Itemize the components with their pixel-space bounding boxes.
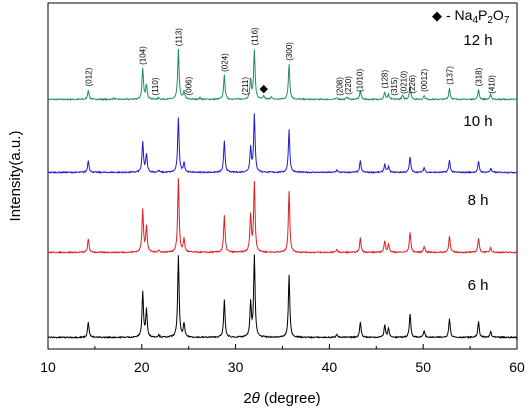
hkl-label: (300): [285, 42, 294, 61]
series-label: 10 h: [463, 113, 492, 130]
legend: ◆ - Na4P2O7: [432, 7, 510, 26]
hkl-label: (113): [174, 28, 183, 46]
impurity-marker: ◆: [260, 83, 269, 95]
hkl-label: (104): [139, 46, 148, 65]
plot-frame: [47, 2, 518, 350]
hkl-label: (226): [408, 75, 417, 94]
hkl-label: (220): [344, 76, 353, 95]
hkl-label: (0012): [420, 68, 429, 91]
x-tick-label: 30: [228, 359, 244, 375]
pattern-line-6h: [47, 254, 518, 340]
hkl-label: (128): [381, 69, 390, 88]
x-tick-label: 60: [509, 359, 525, 375]
hkl-label: (1010): [355, 69, 364, 92]
hkl-label: (211): [241, 77, 250, 95]
pattern-line-12h: [47, 48, 518, 102]
patterns: 12 h 10 h 8 h 6 h: [47, 32, 518, 340]
x-tick-label: 40: [322, 359, 338, 375]
legend-label: - Na4P2O7: [446, 7, 510, 26]
legend-marker: ◆: [432, 8, 442, 23]
hkl-label: (110): [151, 77, 160, 95]
x-tick-label: 50: [415, 359, 431, 375]
hkl-label: (0210): [400, 70, 409, 93]
hkl-label: (116): [250, 27, 259, 45]
hkl-label: (318): [475, 67, 484, 86]
y-axis-label: Intensity(a.u.): [7, 131, 24, 222]
x-tick-label: 20: [134, 359, 150, 375]
x-axis-ticks: 10 20 30 40 50 60: [40, 344, 525, 375]
pattern-line-10h: [47, 113, 518, 175]
pattern-line-8h: [47, 178, 518, 255]
hkl-label: (208): [336, 77, 345, 96]
hkl-label: (012): [84, 67, 93, 86]
hkl-label: (137): [446, 66, 455, 85]
hkl-label: (024): [220, 53, 229, 72]
hkl-labels: (012) (104) (110) (113) (006) (024) (211) (116)…: [84, 27, 496, 96]
hkl-label: (315): [390, 77, 399, 96]
series-label: 12 h: [463, 32, 492, 49]
x-axis-label: 2θ (degree): [243, 390, 320, 407]
x-tick-label: 10: [40, 359, 56, 375]
series-label: 8 h: [468, 192, 489, 209]
hkl-label: (006): [185, 76, 194, 95]
series-label: 6 h: [468, 277, 489, 294]
hkl-label: (410): [488, 75, 497, 94]
